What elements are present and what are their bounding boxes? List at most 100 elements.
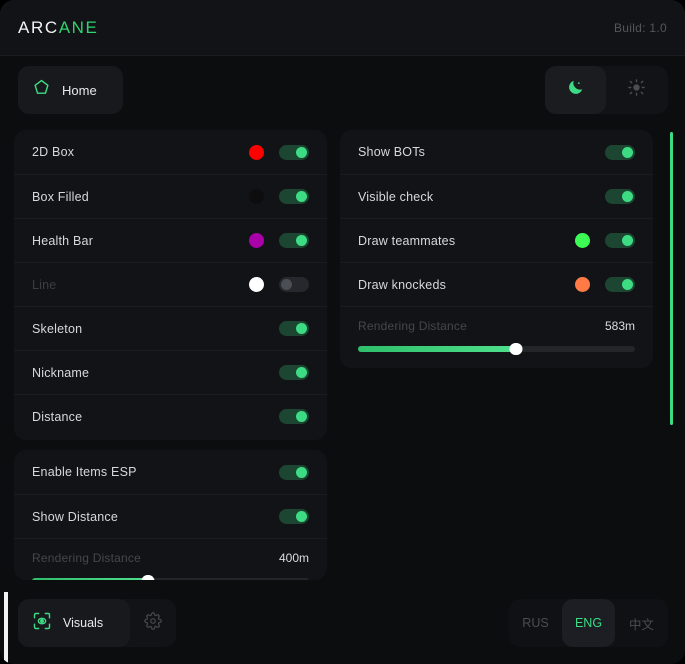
- toggle-switch[interactable]: [279, 277, 309, 292]
- left-edge-indicator: [4, 592, 8, 664]
- slider-handle[interactable]: [509, 343, 523, 355]
- toggle-switch[interactable]: [279, 189, 309, 204]
- rendering-distance-slider-row: Rendering Distance 583m: [340, 306, 653, 364]
- theme-toggle-group: [545, 66, 668, 114]
- language-button-中文[interactable]: 中文: [628, 617, 654, 632]
- toggle-switch[interactable]: [279, 233, 309, 248]
- color-swatch[interactable]: [249, 189, 264, 204]
- settings-row-label: Enable Items ESP: [32, 465, 137, 479]
- slider-value: 400m: [278, 551, 309, 565]
- settings-row-label: Box Filled: [32, 189, 89, 204]
- settings-row: Skeleton: [14, 306, 327, 350]
- settings-row: Draw teammates: [340, 218, 653, 262]
- language-selector: RUS ENG 中文: [509, 599, 668, 647]
- build-version-label: Build: 1.0: [613, 21, 667, 35]
- rendering-distance-slider-row: Rendering Distance 400m: [14, 538, 327, 580]
- vertical-scrollbar[interactable]: [670, 132, 673, 425]
- toggle-knob: [622, 279, 633, 290]
- settings-row: Distance: [14, 394, 327, 438]
- toggle-knob: [296, 367, 307, 378]
- settings-row-label: Distance: [32, 409, 83, 424]
- toggle-switch[interactable]: [279, 144, 309, 160]
- theme-light-button[interactable]: [606, 66, 667, 114]
- toggle-switch[interactable]: [605, 144, 635, 160]
- settings-row-label: Draw knockeds: [358, 277, 447, 292]
- slider-label: Rendering Distance: [32, 551, 141, 565]
- settings-row: Nickname: [14, 350, 327, 394]
- bottom-bar: Visuals RUS ENG 中文: [0, 582, 685, 664]
- toggle-knob: [622, 235, 633, 246]
- moon-icon: [566, 78, 585, 102]
- toggle-switch[interactable]: [279, 409, 309, 424]
- settings-row-label: Draw teammates: [358, 233, 456, 248]
- slider-fill: [358, 346, 516, 352]
- panel-items-esp: Enable Items ESP Show Distance Rendering D…: [14, 450, 327, 580]
- sun-icon: [627, 78, 646, 102]
- toggle-switch[interactable]: [279, 464, 309, 480]
- color-swatch[interactable]: [249, 277, 264, 292]
- slider-label: Rendering Distance: [358, 319, 467, 333]
- color-swatch[interactable]: [575, 233, 590, 248]
- slider-track[interactable]: [32, 575, 309, 580]
- logo-text-first: ARC: [18, 18, 59, 37]
- toggle-switch[interactable]: [605, 233, 635, 248]
- settings-row-label: Visible check: [358, 189, 434, 204]
- logo-text-second: ANE: [58, 18, 99, 37]
- settings-row: 2D Box: [14, 130, 327, 174]
- settings-row: Show Distance: [14, 494, 327, 538]
- settings-row: Show BOTs: [340, 130, 653, 174]
- toggle-knob: [622, 146, 633, 158]
- toggle-switch[interactable]: [279, 365, 309, 380]
- settings-row-label: Skeleton: [32, 321, 83, 336]
- slider-value: 583m: [604, 319, 635, 333]
- toggle-knob: [296, 191, 307, 202]
- slider-track[interactable]: [358, 343, 635, 355]
- visuals-group: Visuals: [18, 599, 176, 647]
- toggle-switch[interactable]: [279, 321, 309, 336]
- toggle-knob: [296, 411, 307, 422]
- toggle-knob: [296, 511, 307, 522]
- tab-visuals-label: Visuals: [63, 616, 104, 630]
- toggle-switch[interactable]: [279, 509, 309, 524]
- color-swatch[interactable]: [249, 144, 264, 160]
- app-logo: ARCANE: [18, 18, 98, 38]
- toggle-knob: [296, 146, 307, 158]
- settings-row-label: Show Distance: [32, 509, 118, 524]
- tab-visuals[interactable]: Visuals: [18, 599, 130, 647]
- settings-row-label: Health Bar: [32, 233, 94, 248]
- settings-row-label: Nickname: [32, 365, 90, 380]
- settings-row: Draw knockeds: [340, 262, 653, 306]
- toggle-switch[interactable]: [605, 189, 635, 204]
- settings-row: Health Bar: [14, 218, 327, 262]
- settings-row: Visible check: [340, 174, 653, 218]
- color-swatch[interactable]: [249, 233, 264, 248]
- slider-header: Rendering Distance 583m: [358, 307, 635, 333]
- settings-row-label: Show BOTs: [358, 145, 426, 159]
- toggle-knob: [296, 466, 307, 478]
- slider-fill: [32, 578, 149, 580]
- toggle-knob: [296, 235, 307, 246]
- app-header: ARCANE Build: 1.0: [0, 0, 685, 56]
- panel-player-esp: Show BOTs Visible check Draw teammates Draw…: [340, 130, 653, 368]
- eye-scan-icon: [32, 611, 52, 636]
- nav-row: Home: [0, 56, 685, 128]
- toggle-knob: [622, 191, 633, 202]
- tab-home-label: Home: [62, 82, 97, 98]
- toggle-knob: [281, 279, 292, 290]
- slider-handle[interactable]: [141, 575, 155, 580]
- language-button-rus[interactable]: RUS: [522, 616, 549, 630]
- gear-icon: [144, 611, 162, 635]
- theme-dark-button[interactable]: [545, 66, 606, 114]
- tab-home[interactable]: Home: [18, 66, 123, 114]
- language-button-eng[interactable]: ENG: [562, 599, 615, 647]
- slider-header: Rendering Distance 400m: [32, 539, 309, 565]
- settings-row: Box Filled: [14, 174, 327, 218]
- panel-esp-main: 2D Box Box Filled Health Bar Line Skeleton Ni…: [14, 130, 327, 440]
- pentagon-home-icon: [32, 78, 51, 102]
- settings-row: Line: [14, 262, 327, 306]
- toggle-knob: [296, 323, 307, 334]
- color-swatch[interactable]: [575, 277, 590, 292]
- toggle-switch[interactable]: [605, 277, 635, 292]
- settings-button[interactable]: [130, 599, 176, 647]
